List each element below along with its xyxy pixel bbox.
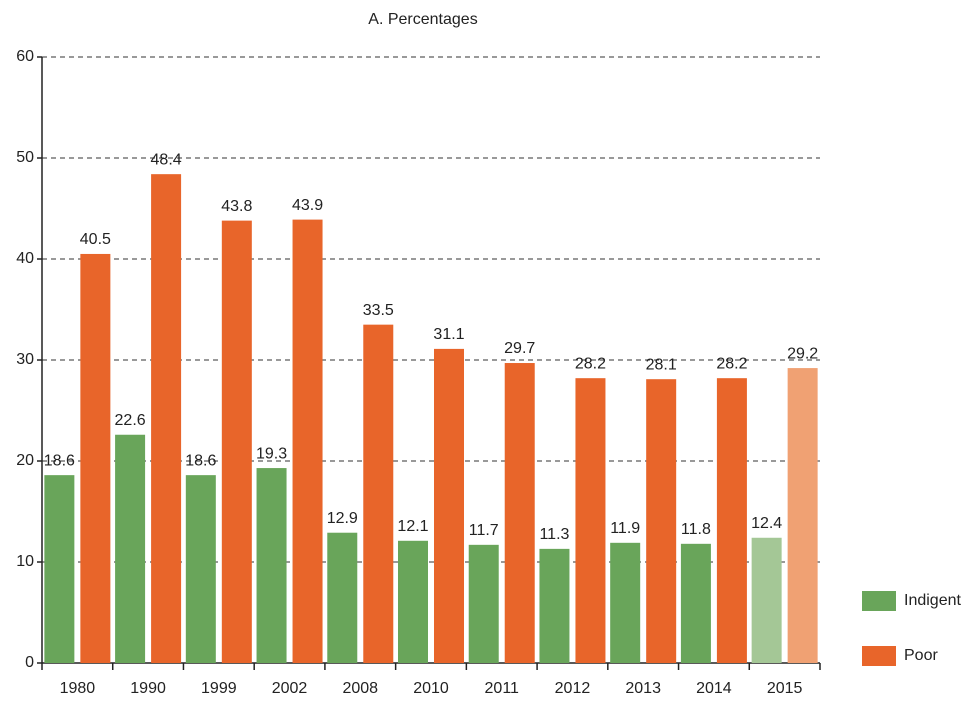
bar bbox=[646, 379, 677, 663]
y-tick-label: 30 bbox=[16, 351, 34, 368]
y-tick-label: 50 bbox=[16, 149, 34, 166]
bar bbox=[434, 348, 464, 663]
bar bbox=[363, 324, 394, 663]
value-label: 28.2 bbox=[716, 355, 747, 372]
value-label: 43.9 bbox=[292, 197, 323, 214]
value-label: 18.6 bbox=[185, 452, 216, 469]
bar bbox=[44, 475, 75, 663]
value-label: 29.2 bbox=[787, 345, 818, 362]
bar bbox=[468, 544, 499, 663]
bar bbox=[151, 174, 182, 663]
value-label: 43.8 bbox=[221, 198, 252, 215]
y-tick-label: 0 bbox=[25, 654, 34, 671]
chart-title: A. Percentages bbox=[368, 11, 477, 28]
bar bbox=[787, 368, 818, 663]
bar bbox=[539, 548, 570, 663]
bar bbox=[575, 378, 606, 663]
bar bbox=[504, 363, 535, 663]
value-label: 22.6 bbox=[115, 412, 146, 429]
value-label: 29.7 bbox=[504, 340, 535, 357]
value-label: 40.5 bbox=[80, 231, 111, 248]
value-label: 11.3 bbox=[539, 526, 569, 543]
x-tick-label: 2012 bbox=[555, 680, 591, 697]
value-label: 18.6 bbox=[44, 452, 75, 469]
y-tick-label: 60 bbox=[16, 48, 34, 65]
y-tick-label: 10 bbox=[16, 553, 34, 570]
bar bbox=[610, 542, 641, 663]
bar bbox=[716, 378, 747, 663]
value-label: 11.8 bbox=[681, 521, 711, 538]
value-label: 11.7 bbox=[469, 522, 499, 539]
value-label: 12.1 bbox=[397, 518, 428, 535]
legend-label: Indigent bbox=[904, 592, 961, 609]
x-tick-label: 1980 bbox=[60, 680, 96, 697]
value-label: 28.2 bbox=[575, 355, 606, 372]
x-tick-label: 2013 bbox=[625, 680, 661, 697]
value-label: 19.3 bbox=[256, 445, 287, 462]
value-label: 48.4 bbox=[151, 151, 182, 168]
value-label: 11.9 bbox=[610, 520, 640, 537]
bar bbox=[256, 468, 287, 663]
value-label: 12.9 bbox=[327, 510, 358, 527]
x-tick-label: 2011 bbox=[485, 680, 520, 697]
x-tick-label: 2002 bbox=[272, 680, 308, 697]
legend-swatch bbox=[862, 591, 896, 611]
bar bbox=[221, 220, 252, 663]
bar bbox=[80, 253, 111, 663]
bar bbox=[185, 475, 216, 663]
value-label: 31.1 bbox=[433, 326, 464, 343]
y-tick-label: 40 bbox=[16, 250, 34, 267]
y-tick-label: 20 bbox=[16, 452, 34, 469]
bar bbox=[292, 219, 323, 664]
bar bbox=[751, 537, 782, 663]
x-tick-label: 2008 bbox=[342, 680, 378, 697]
x-tick-label: 2014 bbox=[696, 680, 732, 697]
value-label: 33.5 bbox=[363, 302, 394, 319]
bar bbox=[115, 434, 146, 663]
x-tick-label: 2010 bbox=[413, 680, 449, 697]
bar bbox=[327, 532, 358, 663]
value-label: 12.4 bbox=[751, 515, 782, 532]
legend-swatch bbox=[862, 646, 896, 666]
legend-label: Poor bbox=[904, 647, 938, 664]
bar bbox=[398, 540, 428, 663]
x-tick-label: 2015 bbox=[767, 680, 803, 697]
x-tick-label: 1990 bbox=[130, 680, 166, 697]
x-tick-label: 1999 bbox=[201, 680, 237, 697]
value-label: 28.1 bbox=[646, 356, 677, 373]
bar bbox=[680, 543, 711, 663]
